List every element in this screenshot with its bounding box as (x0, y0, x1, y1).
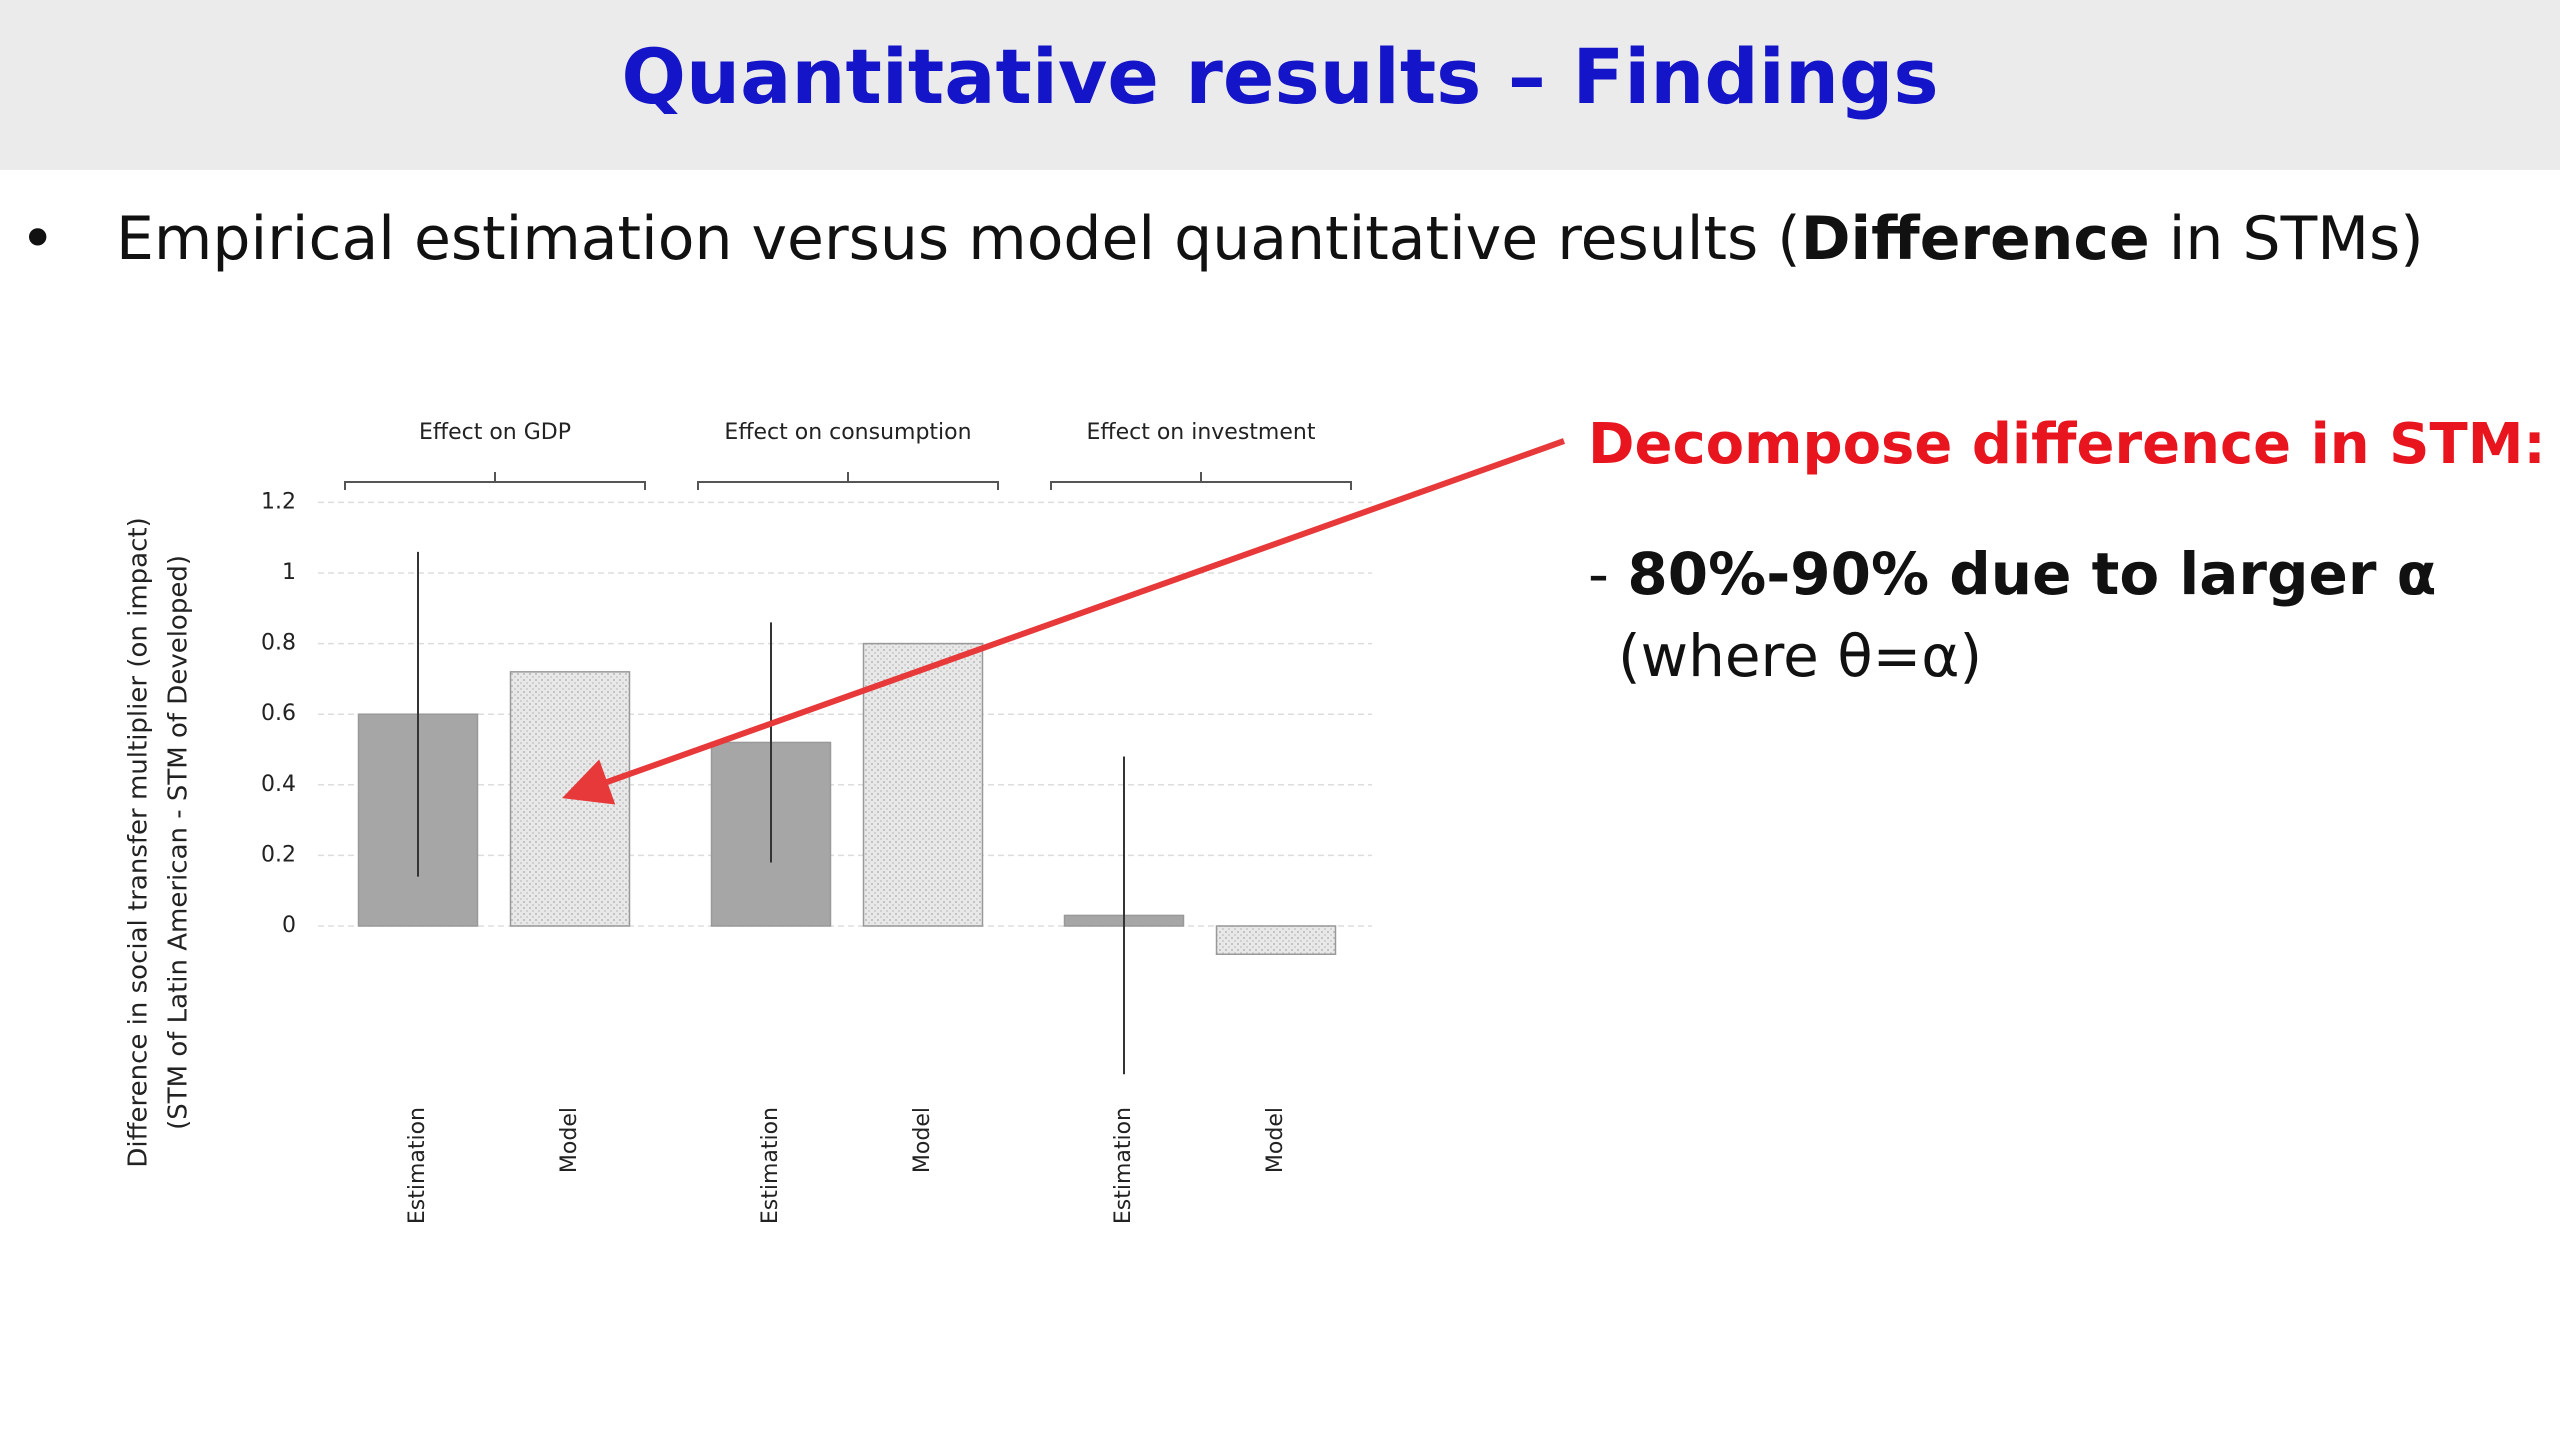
y-axis-label: Difference in social transfer multiplier… (124, 517, 154, 1167)
bar-label: Estimation (405, 1107, 430, 1224)
bar-label: Estimation (1111, 1107, 1136, 1224)
y-tick-label: 0.8 (261, 631, 296, 656)
bullet-text: in STMs) (2149, 204, 2424, 274)
bar-label: Estimation (758, 1107, 783, 1224)
bar-label: Model (1263, 1107, 1288, 1173)
bar-label: Model (910, 1107, 935, 1173)
annotation-point: - 80%-90% due to larger α (1588, 540, 2437, 608)
y-tick-label: 0 (282, 913, 296, 938)
group-label: Effect on investment (1087, 420, 1316, 445)
y-tick-label: 0.4 (261, 772, 296, 797)
y-tick-label: 0.2 (261, 842, 296, 867)
annotation-note: (where θ=α) (1618, 622, 1983, 690)
bullet-text: Empirical estimation versus model quanti… (116, 204, 1801, 274)
y-tick-label: 0.6 (261, 701, 296, 726)
group-bracket (344, 472, 646, 490)
y-axis-label: (STM of Latin American - STM of Develope… (164, 555, 194, 1130)
bar (1215, 925, 1337, 955)
bullet: Empirical estimation versus model quanti… (20, 204, 2424, 274)
title-band (0, 0, 2560, 170)
annotation-heading: Decompose difference in STM: (1588, 412, 2546, 477)
group-label: Effect on GDP (419, 420, 571, 445)
group-label: Effect on consumption (724, 420, 971, 445)
group-bracket (697, 472, 999, 490)
slide-title: Quantitative results – Findings (621, 32, 1939, 121)
bar (862, 642, 984, 927)
y-tick-label: 1.2 (261, 489, 296, 514)
bar-label: Model (557, 1107, 582, 1173)
group-bracket (1050, 472, 1352, 490)
y-tick-label: 1 (282, 560, 296, 585)
bullet-bold: Difference (1800, 204, 2150, 274)
arrow (562, 438, 1566, 805)
dash: - (1588, 540, 1609, 608)
point: 80%-90% due to larger α (1627, 540, 2437, 608)
